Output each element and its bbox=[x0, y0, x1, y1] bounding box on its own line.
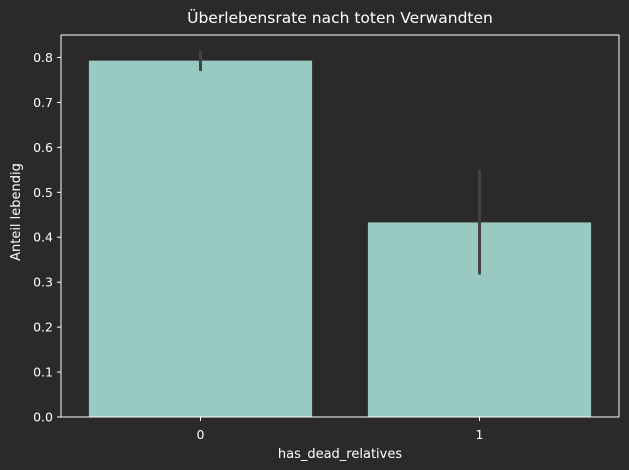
y-tick-label: 0.0 bbox=[33, 410, 53, 425]
y-tick-label: 0.5 bbox=[33, 185, 53, 200]
plot-area bbox=[88, 50, 592, 418]
y-tick-label: 0.7 bbox=[33, 95, 53, 110]
y-tick-label: 0.1 bbox=[33, 365, 53, 380]
chart-title: Überlebensrate nach toten Verwandten bbox=[187, 8, 493, 27]
y-tick-label: 0.4 bbox=[33, 230, 53, 245]
y-axis: 0.0 0.1 0.2 0.3 0.4 0.5 0.6 0.7 0.8 bbox=[33, 35, 620, 425]
bar-0 bbox=[88, 60, 313, 418]
x-tick-label: 0 bbox=[197, 427, 205, 442]
y-tick-label: 0.8 bbox=[33, 50, 53, 65]
x-axis-label: has_dead_relatives bbox=[278, 447, 402, 462]
y-axis-label: Anteil lebendig bbox=[9, 163, 24, 261]
x-tick-label: 1 bbox=[476, 427, 484, 442]
y-tick-label: 0.3 bbox=[33, 275, 53, 290]
y-tick-label: 0.2 bbox=[33, 320, 53, 335]
y-tick-label: 0.6 bbox=[33, 140, 53, 155]
